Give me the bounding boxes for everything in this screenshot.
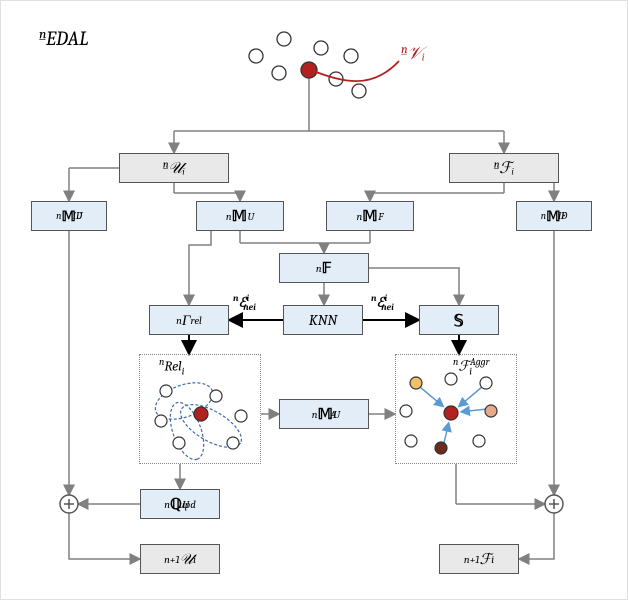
box-MF: n𝕄F xyxy=(326,201,414,231)
box-U1: n+1𝒰i xyxy=(140,544,220,574)
edge-label-e2: nℰinei xyxy=(371,294,394,313)
vi-label: ⁿ𝒱ᵢ xyxy=(401,43,425,64)
box-KNN: KNN xyxy=(283,305,363,335)
title: ⁿEDAL xyxy=(39,27,88,50)
box-MAU: n𝕄UA xyxy=(279,399,369,429)
edge-label-e1: nℰinei xyxy=(233,294,256,313)
box-FF: n𝔽 xyxy=(279,253,369,283)
dashed-label-Aggr: nℱiAggr xyxy=(453,356,489,377)
dashed-label-Rel: nReli xyxy=(159,356,184,377)
box-Fi: ⁿℱᵢ xyxy=(449,153,559,183)
box-Grel: nΓrel xyxy=(149,305,229,335)
box-S: 𝕊 xyxy=(419,305,499,335)
box-F1: n+1ℱi xyxy=(439,544,519,574)
box-Qupd: nℚUupd xyxy=(140,489,220,519)
box-MIDF: n𝕄FID xyxy=(516,201,592,231)
wiring-svg xyxy=(1,1,628,600)
box-MIDU: n𝕄UID xyxy=(31,201,107,231)
box-Ui: ⁿ𝒰ᵢ xyxy=(119,153,229,183)
dashed-Rel xyxy=(139,354,261,464)
box-MU: n𝕄U xyxy=(196,201,284,231)
diagram-canvas: ⁿEDAL ⁿ𝒱ᵢ ⁿ𝒰ᵢ ⁿℱᵢ n𝕄UID n𝕄U n𝕄F n𝕄FID n𝔽 nΓrel K… xyxy=(0,0,628,600)
